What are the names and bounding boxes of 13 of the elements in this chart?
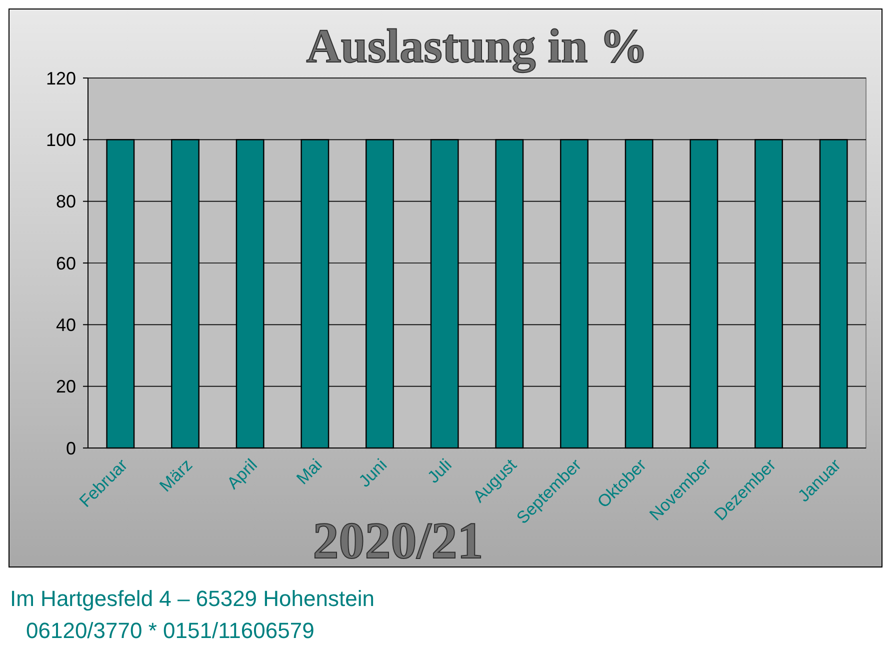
y-tick-label: 20 [56, 376, 76, 397]
chart-title: Auslastung in % [306, 20, 648, 73]
x-tick-label: Juli [424, 455, 456, 487]
y-tick-label: 40 [56, 314, 76, 335]
y-tick-label: 60 [56, 253, 76, 274]
x-tick-label: Mai [292, 455, 326, 488]
y-tick-label: 100 [46, 130, 76, 150]
text: 2020/21 [312, 513, 484, 570]
y-tick-label: 120 [46, 68, 76, 88]
y-tick-label: 0 [66, 438, 76, 458]
text: 06120/3770 * 0151/11606579 [26, 618, 314, 643]
y-tick-label: 80 [56, 192, 76, 212]
text: Im Hartgesfeld 4 – 65329 Hohenstein [10, 586, 374, 611]
